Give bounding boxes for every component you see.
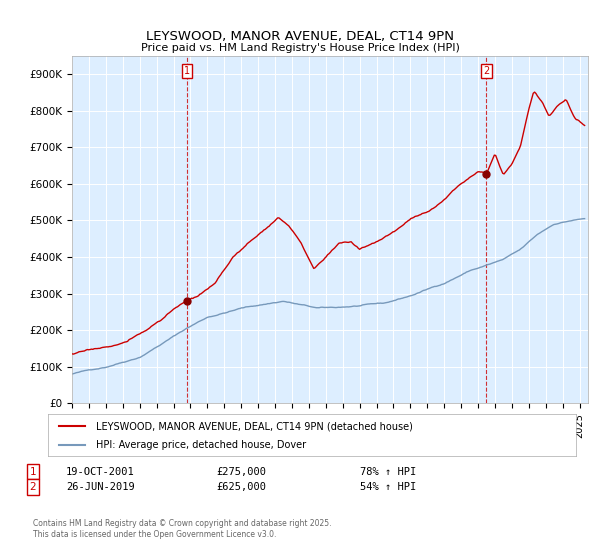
Text: 78% ↑ HPI: 78% ↑ HPI xyxy=(360,466,416,477)
Text: HPI: Average price, detached house, Dover: HPI: Average price, detached house, Dove… xyxy=(95,440,305,450)
Text: 54% ↑ HPI: 54% ↑ HPI xyxy=(360,482,416,492)
Text: 26-JUN-2019: 26-JUN-2019 xyxy=(66,482,135,492)
Text: £625,000: £625,000 xyxy=(216,482,266,492)
Text: 19-OCT-2001: 19-OCT-2001 xyxy=(66,466,135,477)
Text: 1: 1 xyxy=(184,66,190,76)
Text: Contains HM Land Registry data © Crown copyright and database right 2025.
This d: Contains HM Land Registry data © Crown c… xyxy=(33,520,331,539)
Text: 2: 2 xyxy=(29,482,37,492)
Text: LEYSWOOD, MANOR AVENUE, DEAL, CT14 9PN: LEYSWOOD, MANOR AVENUE, DEAL, CT14 9PN xyxy=(146,30,454,43)
Text: 2: 2 xyxy=(484,66,490,76)
Text: LEYSWOOD, MANOR AVENUE, DEAL, CT14 9PN (detached house): LEYSWOOD, MANOR AVENUE, DEAL, CT14 9PN (… xyxy=(95,421,412,431)
Text: Price paid vs. HM Land Registry's House Price Index (HPI): Price paid vs. HM Land Registry's House … xyxy=(140,43,460,53)
Text: £275,000: £275,000 xyxy=(216,466,266,477)
Text: 1: 1 xyxy=(29,466,37,477)
